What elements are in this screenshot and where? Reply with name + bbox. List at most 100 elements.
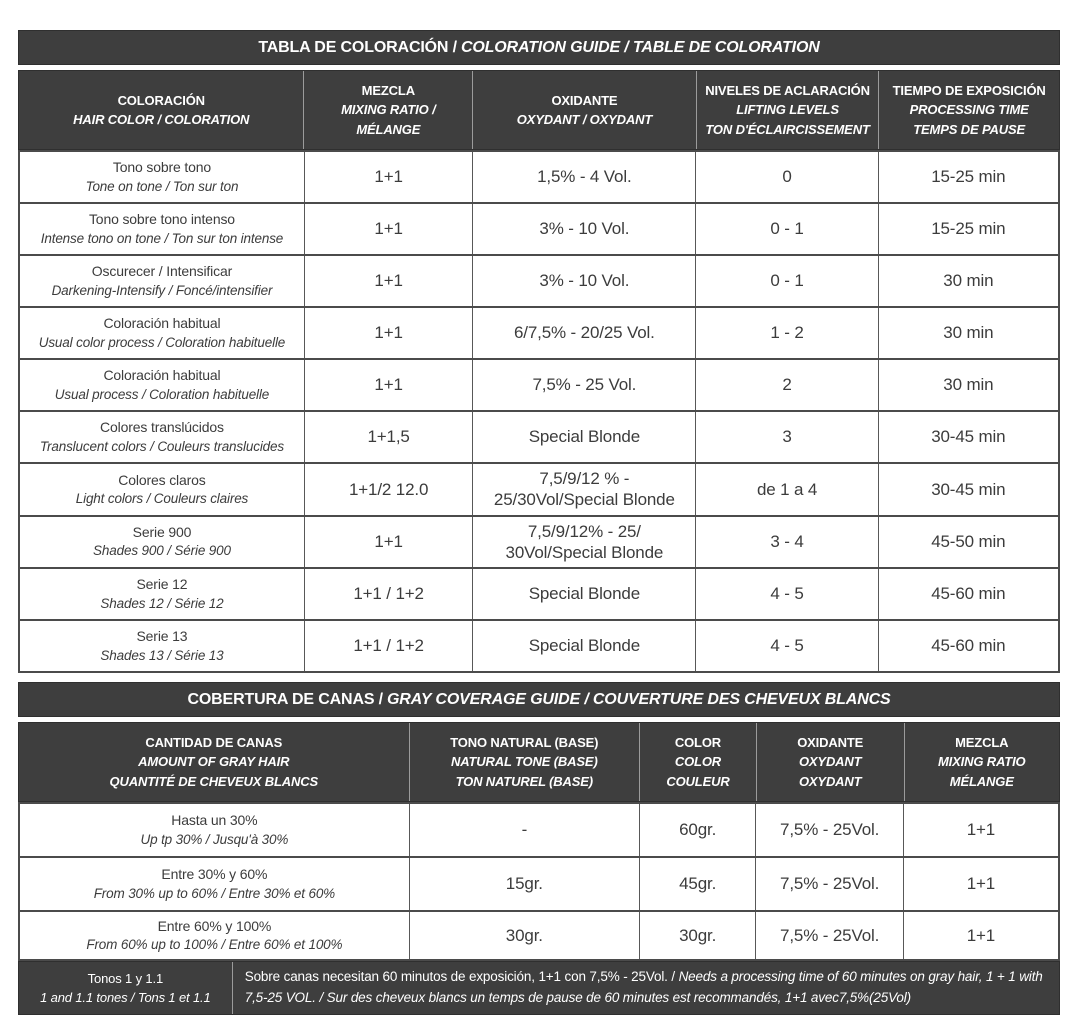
cell-hair-color: Coloración habitual Usual process / Colo… [20,360,305,410]
cell-natural-tone: 15gr. [410,858,640,910]
coloration-guide-document: TABLA DE COLORACIÓN / COLORATION GUIDE /… [18,30,1060,1015]
cell-mixing-ratio: 1+1 [305,308,474,358]
cell-hair-color: Colores claros Light colors / Couleurs c… [20,464,305,515]
cell-oxidant: 3% - 10 Vol. [473,256,697,306]
cell-oxidant: Special Blonde [473,412,697,462]
title-spanish: COBERTURA DE CANAS / [187,690,383,708]
column-header-oxidant: OXIDANTE OXYDANT / OXYDANT [473,71,697,149]
cell-oxidant: 7,5/9/12% - 25/ 30Vol/Special Blonde [473,516,697,567]
column-header-natural-tone: TONO NATURAL (BASE) NATURAL TONE (BASE) … [410,723,641,801]
table-row: Coloración habitual Usual color process … [20,306,1058,358]
cell-amount-of-gray: Entre 30% y 60% From 30% up to 60% / Ent… [20,858,410,910]
cell-mixing-ratio: 1+1 [305,152,474,202]
cell-processing-time: 45-60 min [931,584,1006,604]
gray-coverage-header-row: CANTIDAD DE CANAS AMOUNT OF GRAY HAIR QU… [18,722,1060,802]
cell-processing-time: 30-45 min [931,479,1006,499]
title-translations: GRAY COVERAGE GUIDE / COUVERTURE DES CHE… [386,690,891,708]
cell-hair-color: Tono sobre tono intenso Intense tono on … [20,204,305,254]
column-header-mixing-ratio: MEZCLA MIXING RATIO MÉLANGE [937,734,1026,789]
table-row: Oscurecer / Intensificar Darkening-Inten… [20,254,1058,306]
table-row: Colores claros Light colors / Couleurs c… [20,462,1058,515]
column-header-oxidant: OXIDANTE OXYDANT OXYDANT [757,723,905,801]
cell-hair-color: Serie 12 Shades 12 / Série 12 [20,569,305,619]
cell-mixing-ratio: 1+1,5 [305,412,474,462]
table-row: Entre 30% y 60% From 30% up to 60% / Ent… [20,856,1058,910]
cell-oxidant: 1,5% - 4 Vol. [473,152,697,202]
gray-coverage-table-title: COBERTURA DE CANAS / GRAY COVERAGE GUIDE… [18,682,1060,717]
column-header-hair-color: COLORACIÓN HAIR COLOR / COLORATION [19,71,305,149]
cell-amount-of-gray: Entre 60% y 100% From 60% up to 100% / E… [20,912,410,960]
cell-lifting-levels: 1 - 2 [696,308,879,358]
title-translations: COLORATION GUIDE / TABLE DE COLORATION [460,38,820,56]
cell-mixing-ratio: 1+1 [305,204,474,254]
cell-mixing-ratio: 1+1 [305,360,474,410]
cell-oxidant: Special Blonde [473,569,697,619]
cell-oxidant: 7,5% - 25 Vol. [473,360,697,410]
cell-mixing-ratio: 1+1 [305,256,474,306]
cell-lifting-levels: 4 - 5 [696,621,879,671]
cell-mixing-ratio: 1+1 [966,925,996,945]
cell-oxidant: 7,5% - 25Vol. [756,912,904,960]
cell-mixing-ratio: 1+1 [966,820,996,840]
cell-processing-time: 30 min [943,375,994,395]
cell-lifting-levels: 3 [696,412,879,462]
cell-lifting-levels: 4 - 5 [696,569,879,619]
table-row: Serie 13 Shades 13 / Série 13 1+1 / 1+2 … [20,619,1058,671]
cell-hair-color: Colores translúcidos Translucent colors … [20,412,305,462]
cell-oxidant: 6/7,5% - 20/25 Vol. [473,308,697,358]
table-row: Serie 12 Shades 12 / Série 12 1+1 / 1+2 … [20,567,1058,619]
cell-oxidant: 3% - 10 Vol. [473,204,697,254]
tones-1-note-row: Tonos 1 y 1.1 1 and 1.1 tones / Tons 1 e… [18,961,1060,1015]
cell-natural-tone: 30gr. [410,912,640,960]
cell-lifting-levels: 2 [696,360,879,410]
cell-mixing-ratio: 1+1/2 12.0 [305,464,474,515]
cell-oxidant: 7,5% - 25Vol. [756,804,904,856]
cell-hair-color: Coloración habitual Usual color process … [20,308,305,358]
gray-coverage-table: COBERTURA DE CANAS / GRAY COVERAGE GUIDE… [18,682,1060,1015]
cell-oxidant: 7,5% - 25Vol. [756,858,904,910]
table-row: Colores translúcidos Translucent colors … [20,410,1058,462]
column-header-lifting-levels: NIVELES DE ACLARACIÓN LIFTING LEVELS TON… [697,71,880,149]
cell-mixing-ratio: 1+1 [966,874,996,894]
cell-hair-color: Serie 13 Shades 13 / Série 13 [20,621,305,671]
cell-color: 60gr. [640,804,757,856]
table-row: Tono sobre tono intenso Intense tono on … [20,202,1058,254]
cell-oxidant: Special Blonde [473,621,697,671]
title-spanish: TABLA DE COLORACIÓN / [258,38,457,56]
coloration-table-header-row: COLORACIÓN HAIR COLOR / COLORATION MEZCL… [18,70,1060,150]
cell-natural-tone: - [410,804,640,856]
cell-mixing-ratio: 1+1 / 1+2 [305,569,474,619]
cell-processing-time: 30 min [943,271,994,291]
cell-amount-of-gray: Hasta un 30% Up tp 30% / Jusqu'à 30% [20,804,410,856]
table-row: Tono sobre tono Tone on tone / Ton sur t… [20,150,1058,202]
cell-lifting-levels: 0 - 1 [696,256,879,306]
cell-hair-color: Tono sobre tono Tone on tone / Ton sur t… [20,152,305,202]
gray-coverage-table-body: Hasta un 30% Up tp 30% / Jusqu'à 30% - 6… [18,802,1060,962]
cell-lifting-levels: de 1 a 4 [696,464,879,515]
cell-processing-time: 15-25 min [931,167,1006,187]
column-header-color: COLOR COLOR COULEUR [640,723,757,801]
cell-color: 30gr. [640,912,757,960]
cell-lifting-levels: 3 - 4 [696,516,879,567]
cell-mixing-ratio: 1+1 / 1+2 [305,621,474,671]
cell-processing-time: 45-60 min [931,636,1006,656]
column-header-processing-time: TIEMPO DE EXPOSICIÓN PROCESSING TIME TEM… [892,82,1046,137]
tones-1-label: Tonos 1 y 1.1 1 and 1.1 tones / Tons 1 e… [19,962,233,1015]
cell-hair-color: Oscurecer / Intensificar Darkening-Inten… [20,256,305,306]
cell-processing-time: 15-25 min [931,219,1006,239]
table-row: Entre 60% y 100% From 60% up to 100% / E… [20,910,1058,960]
tones-1-note: Sobre canas necesitan 60 minutos de expo… [244,969,1043,1006]
cell-oxidant: 7,5/9/12 % - 25/30Vol/Special Blonde [473,464,697,515]
table-row: Hasta un 30% Up tp 30% / Jusqu'à 30% - 6… [20,802,1058,856]
cell-color: 45gr. [640,858,757,910]
cell-hair-color: Serie 900 Shades 900 / Série 900 [20,516,305,567]
cell-mixing-ratio: 1+1 [305,516,474,567]
cell-processing-time: 30-45 min [931,427,1006,447]
column-header-mixing-ratio: MEZCLA MIXING RATIO / MÉLANGE [304,71,474,149]
table-row: Serie 900 Shades 900 / Série 900 1+1 7,5… [20,514,1058,567]
cell-lifting-levels: 0 - 1 [696,204,879,254]
coloration-table: TABLA DE COLORACIÓN / COLORATION GUIDE /… [18,30,1060,673]
cell-lifting-levels: 0 [696,152,879,202]
column-header-amount-of-gray: CANTIDAD DE CANAS AMOUNT OF GRAY HAIR QU… [19,723,410,801]
table-row: Coloración habitual Usual process / Colo… [20,358,1058,410]
